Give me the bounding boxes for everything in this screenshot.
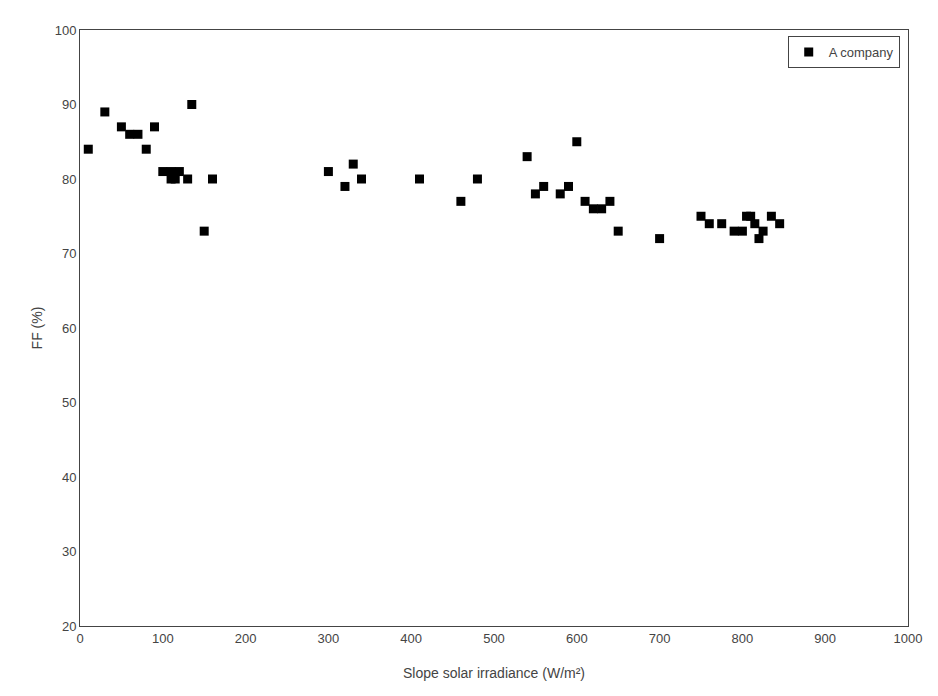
svg-text:0: 0 bbox=[76, 631, 83, 646]
svg-text:20: 20 bbox=[62, 619, 76, 634]
svg-text:90: 90 bbox=[62, 97, 76, 112]
svg-text:300: 300 bbox=[318, 631, 340, 646]
svg-text:900: 900 bbox=[814, 631, 836, 646]
svg-text:40: 40 bbox=[62, 470, 76, 485]
svg-text:800: 800 bbox=[732, 631, 754, 646]
svg-text:30: 30 bbox=[62, 544, 76, 559]
svg-text:80: 80 bbox=[62, 172, 76, 187]
svg-text:60: 60 bbox=[62, 321, 76, 336]
svg-text:500: 500 bbox=[483, 631, 505, 646]
svg-text:70: 70 bbox=[62, 246, 76, 261]
svg-text:50: 50 bbox=[62, 395, 76, 410]
svg-text:1000: 1000 bbox=[894, 631, 923, 646]
svg-text:A company: A company bbox=[829, 45, 894, 60]
svg-text:FF (%): FF (%) bbox=[29, 307, 45, 350]
svg-text:Slope solar irradiance (W/m²): Slope solar irradiance (W/m²) bbox=[403, 665, 585, 681]
svg-text:600: 600 bbox=[566, 631, 588, 646]
svg-text:200: 200 bbox=[235, 631, 257, 646]
svg-text:100: 100 bbox=[55, 23, 77, 38]
svg-text:400: 400 bbox=[400, 631, 422, 646]
svg-text:100: 100 bbox=[152, 631, 174, 646]
svg-text:700: 700 bbox=[649, 631, 671, 646]
